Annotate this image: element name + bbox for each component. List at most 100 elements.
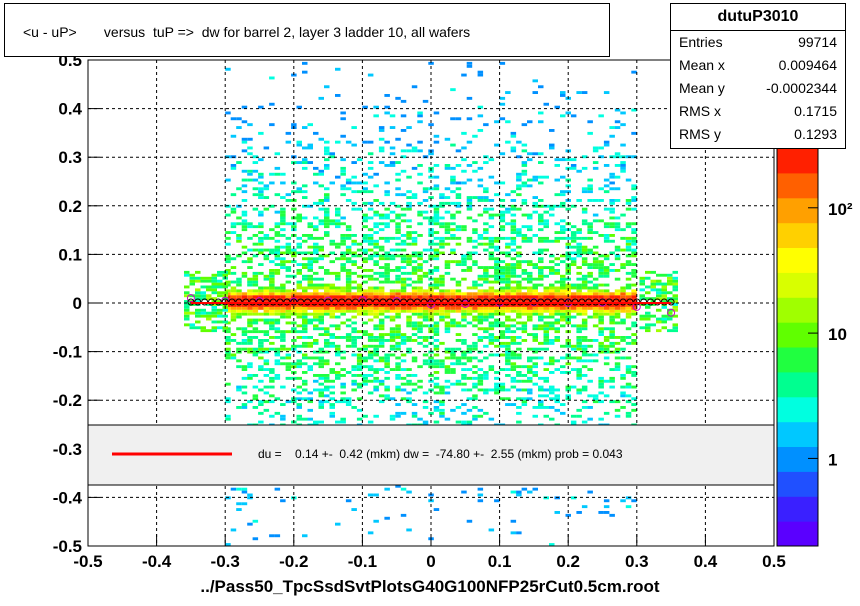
stats-label: Mean x [679, 57, 725, 73]
heatmap-cell [625, 368, 632, 371]
heatmap-cell [395, 312, 401, 316]
heatmap-cell [428, 411, 434, 415]
heatmap-cell [656, 288, 662, 292]
heatmap-cell [461, 356, 467, 360]
heatmap-cell [609, 234, 615, 237]
heatmap-cell [378, 266, 385, 269]
heatmap-cell [378, 146, 385, 150]
heatmap-cell [538, 181, 544, 185]
heatmap-cell [538, 269, 544, 272]
heatmap-cell [461, 228, 467, 232]
heatmap-cell [313, 295, 319, 299]
heatmap-cell [565, 292, 571, 296]
heatmap-cell [269, 269, 275, 272]
heatmap-cell [494, 181, 500, 185]
heatmap-cell [499, 219, 506, 223]
heatmap-cell [362, 140, 368, 144]
heatmap-cell [538, 298, 544, 301]
heatmap-cell [614, 222, 621, 226]
heatmap-cell [395, 385, 401, 389]
heatmap-cell [483, 312, 489, 316]
heatmap-cell [614, 120, 621, 124]
heatmap-cell [672, 308, 678, 312]
heatmap-cell [389, 248, 396, 252]
heatmap-cell [345, 178, 352, 182]
heatmap-cell [466, 117, 473, 121]
heatmap-cell [488, 368, 495, 371]
heatmap-cell [483, 411, 489, 415]
heatmap-cell [603, 362, 610, 366]
heatmap-cell [450, 353, 456, 357]
heatmap-cell [466, 356, 473, 360]
heatmap-cell [472, 263, 478, 266]
heatmap-cell [645, 311, 651, 315]
heatmap-cell [609, 216, 615, 220]
heatmap-cell [521, 374, 528, 377]
heatmap-cell [378, 201, 385, 205]
heatmap-cell [367, 312, 374, 316]
heatmap-cell [367, 228, 374, 232]
heatmap-cell [252, 397, 259, 401]
heatmap-cell [516, 336, 522, 339]
heatmap-cell [672, 282, 678, 286]
heatmap-cell [631, 254, 637, 258]
heatmap-cell [200, 326, 206, 330]
heatmap-cell [411, 236, 418, 240]
heatmap-cell [269, 306, 275, 310]
heatmap-cell [549, 289, 555, 293]
heatmap-cell [236, 254, 242, 258]
heatmap-cell [373, 172, 379, 176]
palette-swatch [777, 521, 818, 547]
palette-swatch [777, 297, 818, 323]
heatmap-cell [318, 359, 324, 363]
heatmap-cell [603, 178, 610, 182]
heatmap-cell [345, 333, 352, 336]
stats-value: 0.1293 [794, 126, 837, 142]
heatmap-cell [285, 368, 292, 371]
heatmap-cell [472, 251, 478, 255]
heatmap-cell [466, 201, 473, 205]
heatmap-cell [554, 394, 560, 398]
heatmap-cell [581, 251, 588, 255]
heatmap-cell [395, 333, 401, 336]
heatmap-cell [389, 295, 396, 299]
heatmap-cell [313, 420, 319, 424]
heatmap-cell [614, 341, 621, 345]
heatmap-cell [285, 266, 292, 269]
heatmap-cell [565, 286, 571, 290]
heatmap-cell [603, 274, 610, 278]
heatmap-cell [516, 245, 522, 249]
heatmap-cell [340, 166, 346, 170]
heatmap-cell [195, 320, 201, 324]
stats-row-mean-x: Mean x 0.009464 [679, 57, 837, 79]
heatmap-cell [516, 341, 522, 345]
heatmap-cell [324, 140, 330, 144]
heatmap-cell [466, 251, 473, 255]
heatmap-cell [285, 260, 292, 264]
heatmap-cell [516, 292, 522, 296]
heatmap-cell [324, 312, 330, 316]
heatmap-cell [356, 312, 363, 316]
heatmap-cell [351, 368, 357, 371]
heatmap-cell [411, 295, 418, 299]
heatmap-cell [302, 61, 308, 65]
heatmap-cell [356, 266, 363, 269]
heatmap-cell [335, 304, 341, 307]
heatmap-cell [378, 336, 385, 339]
heatmap-cell [587, 178, 593, 182]
heatmap-cell [378, 312, 385, 316]
heatmap-cell [225, 400, 231, 404]
heatmap-cell [247, 260, 253, 264]
heatmap-cell [296, 365, 302, 369]
heatmap-cell [406, 190, 412, 194]
heatmap-cell [499, 353, 506, 357]
heatmap-cell [247, 318, 253, 322]
heatmap-cell [329, 397, 335, 401]
heatmap-cell [510, 248, 517, 252]
heatmap-cell [527, 239, 533, 243]
stats-value: 99714 [798, 34, 837, 50]
heatmap-cell [543, 341, 549, 345]
heatmap-cell [483, 199, 489, 202]
heatmap-cell [609, 309, 615, 313]
heatmap-cell [230, 306, 237, 310]
